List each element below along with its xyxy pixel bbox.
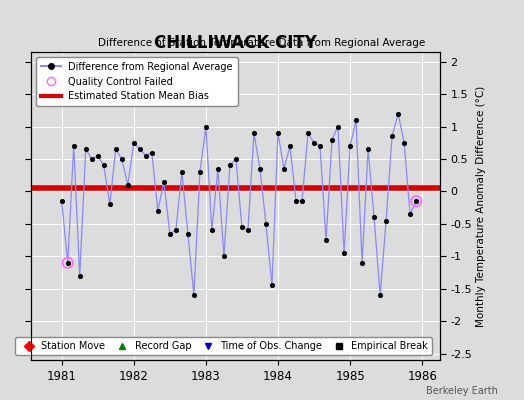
Point — [63, 260, 72, 266]
Legend: Station Move, Record Gap, Time of Obs. Change, Empirical Break: Station Move, Record Gap, Time of Obs. C… — [15, 337, 432, 355]
Text: Berkeley Earth: Berkeley Earth — [426, 386, 498, 396]
Point — [412, 198, 420, 204]
Text: Difference of Station Temperature Data from Regional Average: Difference of Station Temperature Data f… — [99, 38, 425, 48]
Title: CHILLIWACK CITY: CHILLIWACK CITY — [155, 34, 317, 52]
Y-axis label: Monthly Temperature Anomaly Difference (°C): Monthly Temperature Anomaly Difference (… — [476, 85, 486, 327]
